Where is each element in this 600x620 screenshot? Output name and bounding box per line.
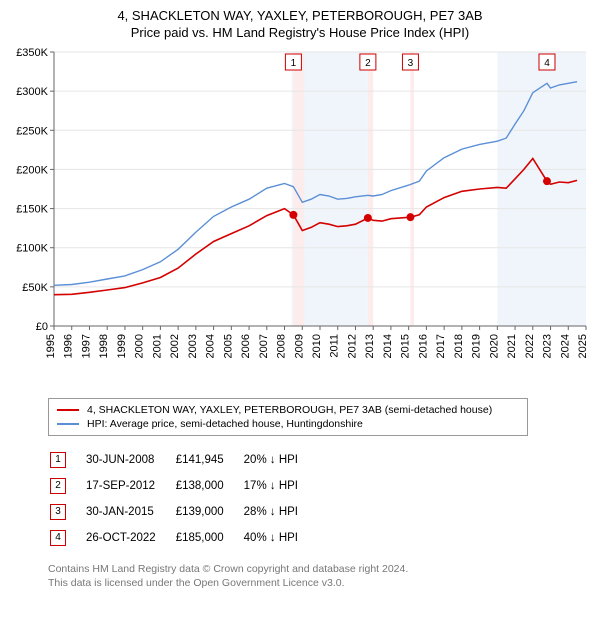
event-date: 30-JUN-2008 [86,448,174,472]
svg-text:1998: 1998 [98,334,110,358]
svg-text:2003: 2003 [187,334,199,358]
svg-text:2005: 2005 [222,334,234,358]
svg-text:2024: 2024 [559,334,571,358]
svg-text:2012: 2012 [346,334,358,358]
event-delta: 40% ↓ HPI [244,526,316,550]
svg-text:2001: 2001 [151,334,163,358]
event-date: 30-JAN-2015 [86,500,174,524]
svg-text:2023: 2023 [542,334,554,358]
svg-text:4: 4 [544,58,550,69]
table-row: 2 17-SEP-2012£138,00017% ↓ HPI [50,474,316,498]
event-marker: 2 [50,478,66,494]
svg-text:2016: 2016 [417,334,429,358]
svg-text:2004: 2004 [205,334,217,358]
event-date: 26-OCT-2022 [86,526,174,550]
svg-text:2009: 2009 [293,334,305,358]
event-marker: 1 [50,452,66,468]
svg-text:1997: 1997 [80,334,92,358]
title-subtitle: Price paid vs. HM Land Registry's House … [8,25,592,40]
chart-title: 4, SHACKLETON WAY, YAXLEY, PETERBOROUGH,… [8,8,592,40]
svg-text:2008: 2008 [276,334,288,358]
event-price: £139,000 [176,500,242,524]
svg-text:£100K: £100K [16,243,48,255]
svg-text:2013: 2013 [364,334,376,358]
svg-text:2020: 2020 [488,334,500,358]
svg-text:2010: 2010 [311,334,323,358]
event-delta: 28% ↓ HPI [244,500,316,524]
line-chart: £0 £50K £100K £150K £200K £250K £300K £350K 1995… [8,46,592,386]
svg-text:2018: 2018 [453,334,465,358]
event-date: 17-SEP-2012 [86,474,174,498]
footer-attribution: Contains HM Land Registry data © Crown c… [48,562,588,590]
footer-line1: Contains HM Land Registry data © Crown c… [48,562,588,576]
event-marker: 4 [50,530,66,546]
svg-text:2002: 2002 [169,334,181,358]
legend-item: HPI: Average price, semi-detached house,… [57,417,519,431]
chart-area: £0 £50K £100K £150K £200K £250K £300K £350K 1995… [8,46,592,386]
svg-text:£250K: £250K [16,125,48,137]
event-delta: 17% ↓ HPI [244,474,316,498]
svg-text:2017: 2017 [435,334,447,358]
svg-text:1999: 1999 [116,334,128,358]
footer-line2: This data is licensed under the Open Gov… [48,576,588,590]
svg-text:2022: 2022 [524,334,536,358]
table-row: 3 30-JAN-2015£139,00028% ↓ HPI [50,500,316,524]
svg-text:2019: 2019 [471,334,483,358]
svg-text:£0: £0 [36,321,48,333]
svg-text:£50K: £50K [22,282,48,294]
legend-label: 4, SHACKLETON WAY, YAXLEY, PETERBOROUGH,… [87,404,492,416]
event-delta: 20% ↓ HPI [244,448,316,472]
table-row: 1 30-JUN-2008£141,94520% ↓ HPI [50,448,316,472]
svg-text:3: 3 [408,58,414,69]
svg-text:2014: 2014 [382,334,394,358]
legend-item: 4, SHACKLETON WAY, YAXLEY, PETERBOROUGH,… [57,403,519,417]
svg-text:2000: 2000 [134,334,146,358]
svg-text:2021: 2021 [506,334,518,358]
svg-text:2011: 2011 [329,334,341,358]
svg-text:1: 1 [291,58,297,69]
event-price: £185,000 [176,526,242,550]
svg-text:2015: 2015 [400,334,412,358]
svg-text:£200K: £200K [16,164,48,176]
svg-text:1995: 1995 [45,334,57,358]
svg-text:£300K: £300K [16,86,48,98]
svg-text:£150K: £150K [16,204,48,216]
legend-label: HPI: Average price, semi-detached house,… [87,418,363,430]
svg-text:£350K: £350K [16,47,48,59]
title-address: 4, SHACKLETON WAY, YAXLEY, PETERBOROUGH,… [8,8,592,23]
event-price: £141,945 [176,448,242,472]
event-marker: 3 [50,504,66,520]
table-row: 4 26-OCT-2022£185,00040% ↓ HPI [50,526,316,550]
legend: 4, SHACKLETON WAY, YAXLEY, PETERBOROUGH,… [48,398,528,436]
svg-text:1996: 1996 [63,334,75,358]
svg-text:2025: 2025 [577,334,589,358]
svg-text:2: 2 [365,58,371,69]
svg-text:2006: 2006 [240,334,252,358]
events-table: 1 30-JUN-2008£141,94520% ↓ HPI 2 17-SEP-201… [48,446,318,552]
legend-swatch [57,423,79,425]
event-price: £138,000 [176,474,242,498]
svg-text:2007: 2007 [258,334,270,358]
legend-swatch [57,409,79,411]
